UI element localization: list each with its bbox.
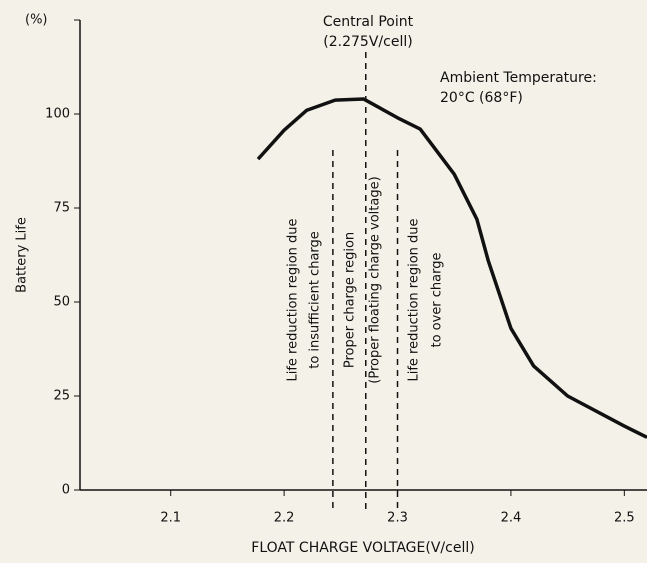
x-axis-label: FLOAT CHARGE VOLTAGE(V/cell): [251, 540, 474, 556]
y-tick-label: 100: [45, 107, 70, 122]
x-tick-label: 2.3: [387, 511, 408, 526]
annotation: Central Point: [323, 14, 414, 30]
annotation: Ambient Temperature:: [440, 70, 597, 86]
y-unit: (%): [25, 13, 48, 28]
annotation: Life reduction region due: [407, 218, 422, 381]
y-axis-label: Battery Life: [15, 217, 30, 293]
x-tick-label: 2.5: [614, 511, 635, 526]
annotation: (Proper floating charge voltage): [368, 176, 383, 383]
annotation: (2.275V/cell): [323, 34, 412, 50]
x-tick-label: 2.4: [501, 511, 522, 526]
y-tick-label: 75: [53, 201, 70, 216]
y-tick-label: 50: [53, 295, 70, 310]
chart: (%) Battery Life FLOAT CHARGE VOLTAGE(V/…: [0, 0, 647, 563]
x-tick-label: 2.1: [160, 511, 181, 526]
annotation: Life reduction region due: [286, 218, 301, 381]
annotation: to insufficient charge: [308, 231, 323, 369]
y-tick-label: 25: [53, 389, 70, 404]
annotation: to over charge: [430, 252, 445, 347]
x-tick-label: 2.2: [274, 511, 295, 526]
y-tick-label: 0: [62, 483, 70, 498]
annotation: Proper charge region: [343, 232, 358, 368]
annotation: 20°C (68°F): [440, 90, 523, 106]
